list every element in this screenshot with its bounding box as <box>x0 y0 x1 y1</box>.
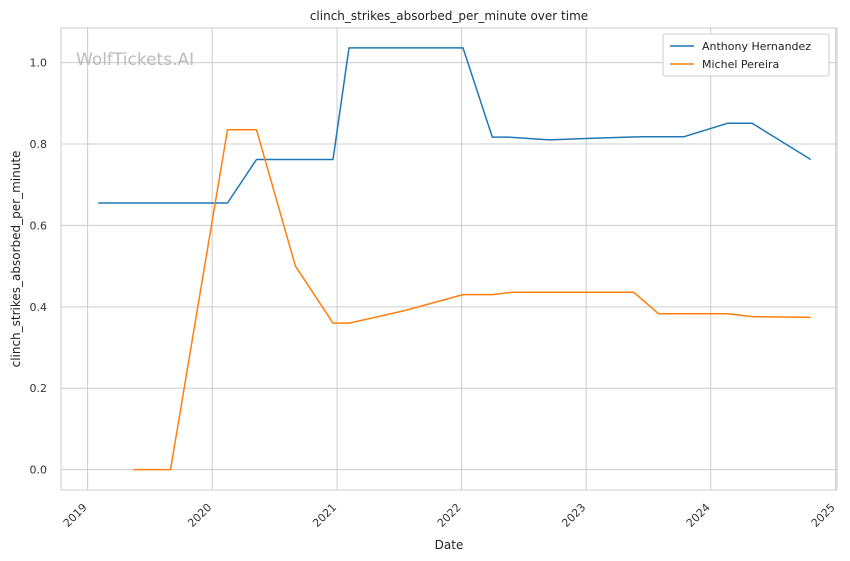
y-tick-label-1.0: 1.0 <box>30 57 48 70</box>
x-tick-label-2021: 2021 <box>310 501 339 530</box>
x-tick-label-2024: 2024 <box>684 501 713 530</box>
y-tick-label-0.6: 0.6 <box>30 219 48 232</box>
x-axis-label: Date <box>435 538 464 552</box>
y-axis-label: clinch_strikes_absorbed_per_minute <box>9 151 23 368</box>
x-tick-labels: 2019 2020 2021 2022 2023 2024 2025 <box>61 501 838 530</box>
legend-label-anthony-hernandez: Anthony Hernandez <box>702 40 811 53</box>
series-lines <box>98 47 812 471</box>
x-tick-label-2023: 2023 <box>559 501 588 530</box>
legend-box <box>662 33 830 77</box>
watermark: WolfTickets.AI <box>76 50 194 70</box>
series-line-michel-pereira <box>133 129 811 471</box>
legend-label-michel-pereira: Michel Pereira <box>702 58 779 71</box>
y-tick-label-0.4: 0.4 <box>30 301 48 314</box>
y-tick-label-0.2: 0.2 <box>30 382 48 395</box>
x-tick-label-2020: 2020 <box>185 501 214 530</box>
x-tick-label-2022: 2022 <box>435 501 464 530</box>
x-tick-label-2019: 2019 <box>61 501 90 530</box>
chart-title: clinch_strikes_absorbed_per_minute over … <box>310 9 588 23</box>
legend: Anthony Hernandez Michel Pereira <box>662 33 830 77</box>
y-tick-label-0.8: 0.8 <box>30 138 48 151</box>
plot-frame <box>60 27 838 491</box>
y-tick-labels: 0.0 0.2 0.4 0.6 0.8 1.0 <box>30 57 48 477</box>
grid <box>61 28 837 490</box>
y-tick-label-0.0: 0.0 <box>30 464 48 477</box>
series-line-anthony-hernandez <box>98 47 812 204</box>
x-tick-label-2025: 2025 <box>809 501 838 530</box>
